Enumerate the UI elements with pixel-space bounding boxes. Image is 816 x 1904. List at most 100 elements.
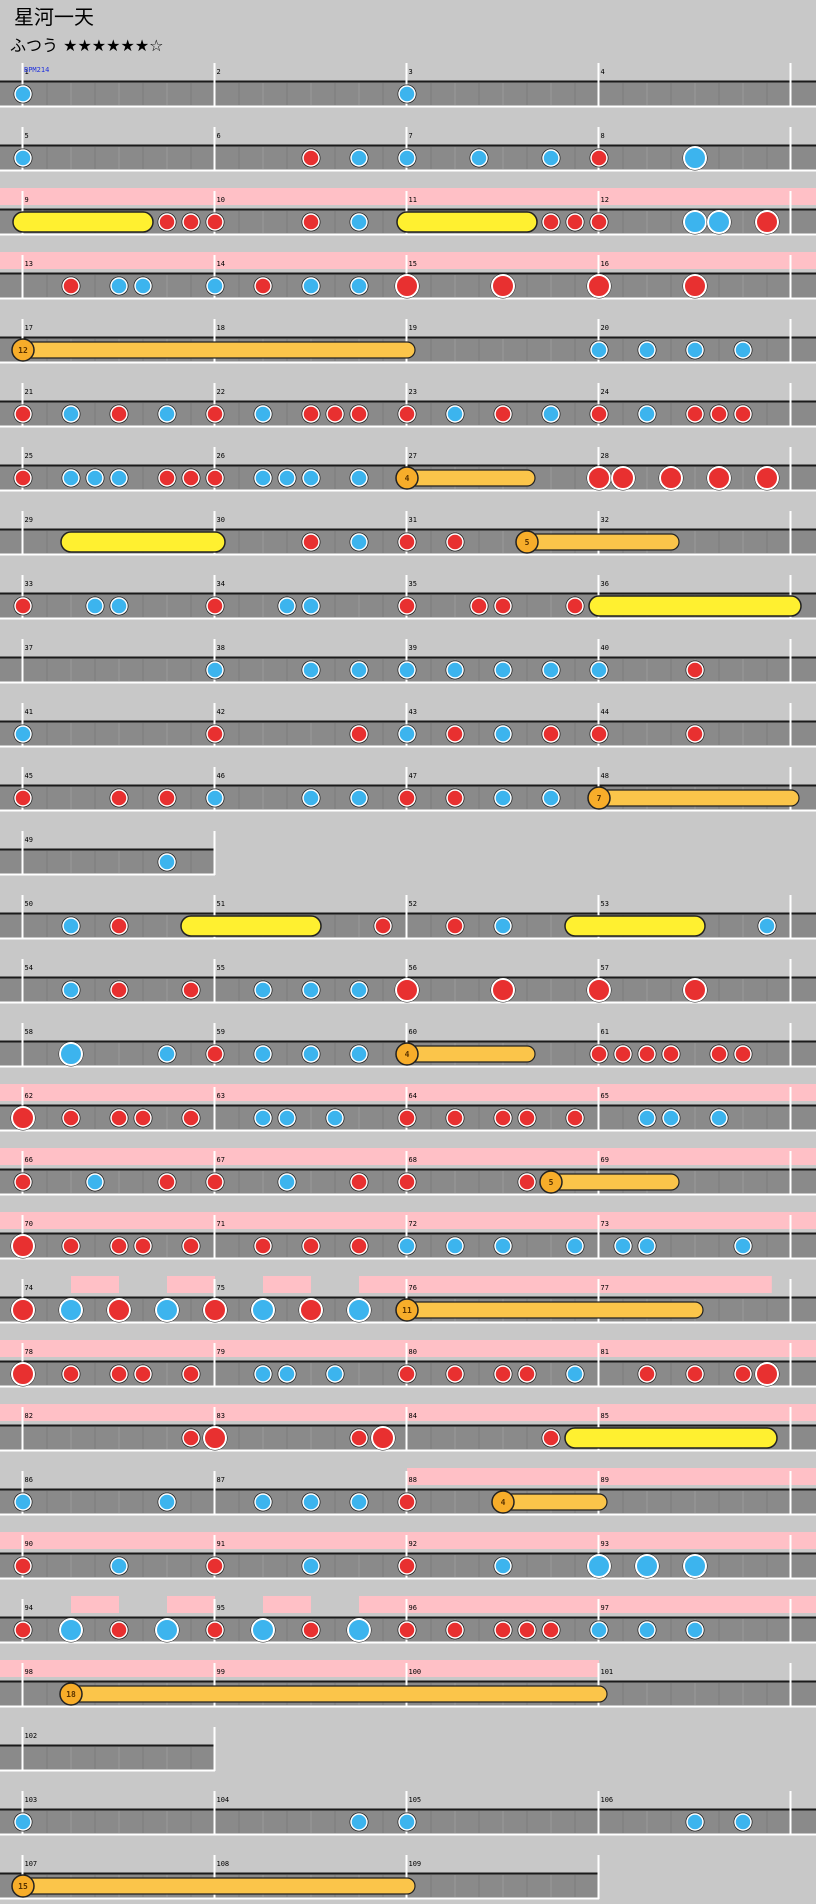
chart-row: 13 14 15 16	[0, 252, 816, 300]
chart-row: 102	[0, 1727, 216, 1772]
measure-number: 53	[601, 900, 609, 908]
balloon-note	[515, 530, 539, 554]
big-don-note	[587, 274, 611, 298]
don-note	[398, 1173, 416, 1191]
ka-note	[254, 1365, 272, 1383]
gogo-section	[0, 1212, 816, 1229]
ka-note	[350, 213, 368, 231]
ka-note	[710, 1109, 728, 1127]
measure-number: 79	[217, 1348, 225, 1356]
drumroll-note	[60, 531, 226, 553]
don-note	[206, 213, 224, 231]
drumroll-note	[564, 915, 706, 937]
don-note	[110, 917, 128, 935]
measure-number: 81	[601, 1348, 609, 1356]
don-note	[590, 149, 608, 167]
don-note	[62, 277, 80, 295]
big-don-note	[491, 978, 515, 1002]
big-ka-note	[683, 210, 707, 234]
don-note	[350, 725, 368, 743]
chart-row: 29 30 31 32 5	[0, 511, 816, 556]
big-don-note	[299, 1298, 323, 1322]
measure-number: 15	[409, 260, 417, 268]
chart-row: 45 46 47 48 7	[0, 767, 816, 812]
ka-note	[86, 597, 104, 615]
gogo-section	[0, 1340, 816, 1357]
don-note	[182, 1429, 200, 1447]
don-note	[182, 1109, 200, 1127]
don-note	[518, 1109, 536, 1127]
measure-number: 92	[409, 1540, 417, 1548]
don-note	[206, 469, 224, 487]
don-note	[374, 917, 392, 935]
chart-row: 78 79 80 81	[0, 1340, 816, 1388]
measure-number: 29	[25, 516, 33, 524]
balloon-roll-bar	[406, 1045, 536, 1063]
measure-number: 102	[25, 1732, 38, 1740]
ka-note	[542, 149, 560, 167]
drumroll-note	[588, 595, 802, 617]
don-note	[398, 405, 416, 423]
chart-row: 37 38 39 40	[0, 639, 816, 684]
chart-row: 54 55 56 57	[0, 959, 816, 1004]
ka-note	[302, 1557, 320, 1575]
ka-note	[158, 1493, 176, 1511]
ka-note	[470, 149, 488, 167]
don-note	[110, 1109, 128, 1127]
gogo-section	[359, 1276, 772, 1293]
don-note	[662, 1045, 680, 1063]
measure-number: 84	[409, 1412, 417, 1420]
ka-note	[278, 597, 296, 615]
don-note	[182, 213, 200, 231]
don-note	[14, 597, 32, 615]
measure-number: 63	[217, 1092, 225, 1100]
ka-note	[494, 1237, 512, 1255]
don-note	[62, 1365, 80, 1383]
measure-number: 32	[601, 516, 609, 524]
don-note	[542, 725, 560, 743]
balloon-hit-count: 4	[405, 1050, 410, 1059]
ka-note	[206, 277, 224, 295]
gogo-section	[0, 1148, 816, 1165]
ka-note	[110, 1557, 128, 1575]
balloon-roll-bar	[70, 1685, 608, 1703]
don-note	[134, 1109, 152, 1127]
don-note	[158, 1173, 176, 1191]
measure-number: 8	[601, 132, 605, 140]
don-note	[446, 789, 464, 807]
ka-note	[542, 405, 560, 423]
measure-number: 49	[25, 836, 33, 844]
note-track	[0, 1745, 215, 1771]
ka-note	[350, 789, 368, 807]
measure-number: 26	[217, 452, 225, 460]
measure-number: 93	[601, 1540, 609, 1548]
big-don-note	[11, 1234, 35, 1258]
measure-number: 44	[601, 708, 609, 716]
measure-number: 16	[601, 260, 609, 268]
ka-note	[254, 981, 272, 999]
big-don-note	[395, 978, 419, 1002]
don-note	[494, 1621, 512, 1639]
big-don-note	[11, 1298, 35, 1322]
ka-note	[302, 1045, 320, 1063]
don-note	[446, 533, 464, 551]
don-note	[158, 789, 176, 807]
measure-number: 56	[409, 964, 417, 972]
balloon-note	[395, 1042, 419, 1066]
don-note	[518, 1173, 536, 1191]
chart-row: 49	[0, 831, 216, 876]
ka-note	[302, 661, 320, 679]
chart-row: 94 95 96 97	[0, 1596, 816, 1644]
gogo-section	[359, 1596, 816, 1613]
ka-note	[494, 789, 512, 807]
don-note	[446, 1365, 464, 1383]
big-ka-note	[635, 1554, 659, 1578]
gogo-section	[0, 1084, 816, 1101]
don-note	[566, 597, 584, 615]
don-note	[590, 725, 608, 743]
ka-note	[398, 1813, 416, 1831]
measure-number: 39	[409, 644, 417, 652]
measure-number: 76	[409, 1284, 417, 1292]
measure-number: 80	[409, 1348, 417, 1356]
balloon-roll-bar	[526, 533, 680, 551]
